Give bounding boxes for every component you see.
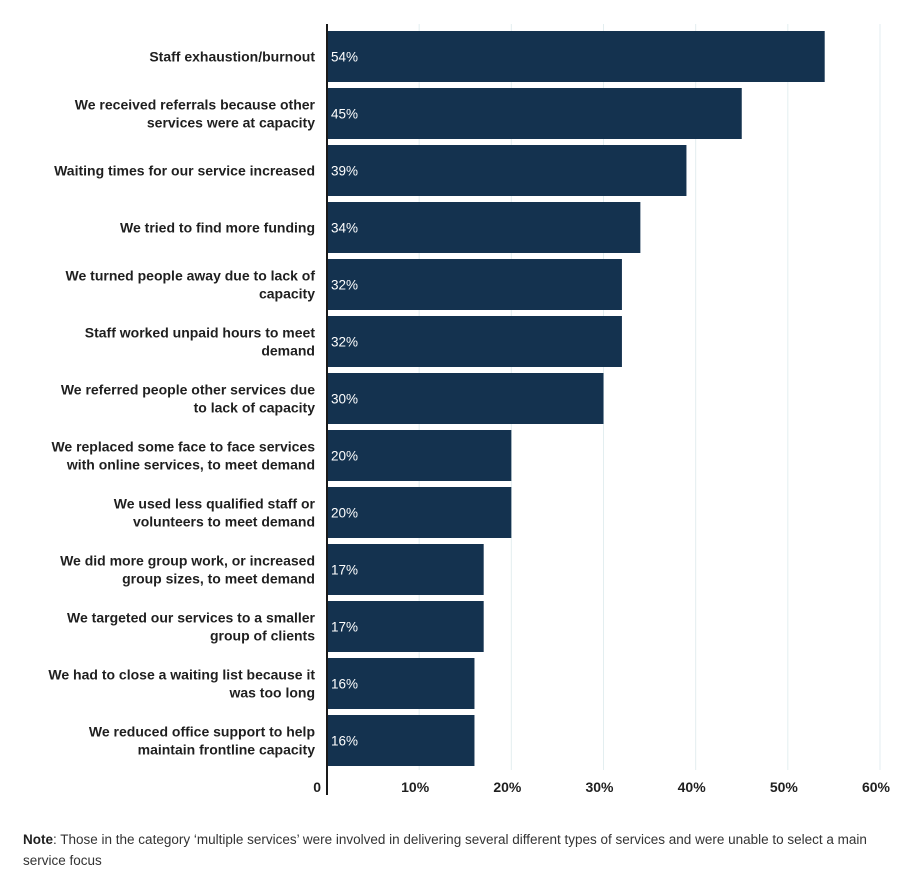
note-prefix: Note — [23, 832, 53, 847]
bar-5 — [327, 316, 622, 367]
category-label-3: We tried to find more funding — [120, 220, 315, 236]
chart-note: Note: Those in the category ‘multiple se… — [23, 829, 883, 871]
category-label-11: We had to close a waiting list because i… — [48, 667, 315, 701]
value-label-5: 32% — [331, 335, 358, 350]
category-label-12: We reduced office support to help maintai… — [89, 724, 315, 758]
bar-6 — [327, 373, 604, 424]
value-label-2: 39% — [331, 164, 358, 179]
category-label-1: We received referrals because other servi… — [75, 97, 316, 131]
category-label-5: Staff worked unpaid hours to meet demand — [85, 325, 316, 359]
value-label-3: 34% — [331, 221, 358, 236]
x-tick-label-2: 20% — [493, 779, 522, 795]
value-label-12: 16% — [331, 734, 358, 749]
value-label-4: 32% — [331, 278, 358, 293]
category-label-4: We turned people away due to lack of capa… — [66, 268, 316, 302]
category-label-9: We did more group work, or increased grou… — [60, 553, 315, 587]
category-label-7: We replaced some face to face services wi… — [51, 439, 315, 473]
x-tick-label-0: 0 — [313, 779, 321, 795]
x-tick-label-5: 50% — [770, 779, 799, 795]
value-label-0: 54% — [331, 50, 358, 65]
bar-9 — [327, 544, 484, 595]
value-label-9: 17% — [331, 563, 358, 578]
value-label-11: 16% — [331, 677, 358, 692]
bar-2 — [327, 145, 687, 196]
bar-7 — [327, 430, 512, 481]
value-label-10: 17% — [331, 620, 358, 635]
value-label-7: 20% — [331, 449, 358, 464]
category-label-0: Staff exhaustion/burnout — [149, 49, 315, 65]
bar-chart: 54% Staff exhaustion/burnout 45% We receive… — [48, 24, 891, 795]
x-tick-label-4: 40% — [678, 779, 707, 795]
bar-0 — [327, 31, 825, 82]
bar-12 — [327, 715, 475, 766]
x-tick-label-1: 10% — [401, 779, 430, 795]
value-label-6: 30% — [331, 392, 358, 407]
category-label-10: We targeted our services to a smaller gro… — [67, 610, 316, 644]
x-tick-label-3: 30% — [585, 779, 614, 795]
bar-1 — [327, 88, 742, 139]
category-label-8: We used less qualified staff or volunteer… — [114, 496, 316, 530]
category-label-6: We referred people other services due to … — [61, 382, 315, 416]
bar-3 — [327, 202, 641, 253]
bar-11 — [327, 658, 475, 709]
value-label-8: 20% — [331, 506, 358, 521]
value-label-1: 45% — [331, 107, 358, 122]
category-label-2: Waiting times for our service increased — [54, 163, 315, 179]
note-text: : Those in the category ‘multiple servic… — [23, 832, 867, 868]
x-tick-label-6: 60% — [862, 779, 891, 795]
bar-10 — [327, 601, 484, 652]
bar-8 — [327, 487, 512, 538]
bar-4 — [327, 259, 622, 310]
